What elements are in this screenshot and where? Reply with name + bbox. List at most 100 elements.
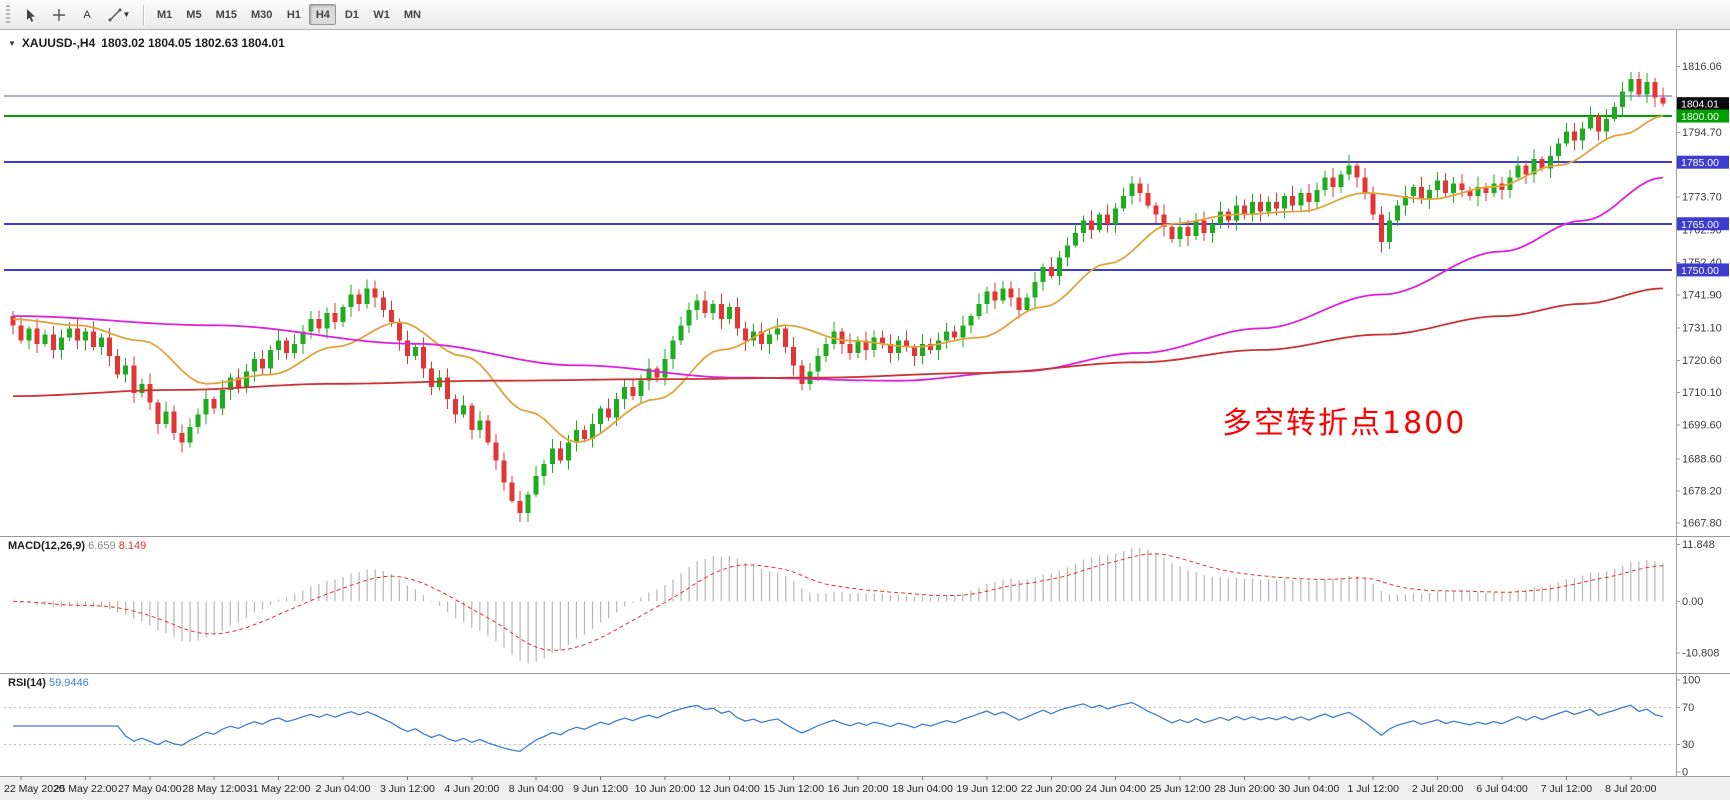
candle-body (598, 408, 604, 424)
time-axis-label: 22 Jun 20:00 (1021, 783, 1082, 795)
macd-axis-label: 11.848 (1682, 539, 1715, 551)
symbol-dropdown-icon[interactable]: ▼ (8, 38, 16, 48)
candle-body (268, 349, 274, 369)
chart-canvas[interactable]: 1816.061794.701773.701762.901752.401741.… (0, 30, 1730, 800)
candle-body (1121, 196, 1127, 209)
candle-body (445, 377, 451, 400)
price-badge-text: 1750.00 (1681, 265, 1719, 277)
time-axis[interactable] (0, 776, 1676, 800)
timeframe-m5-button[interactable]: M5 (180, 4, 207, 25)
candle-body (726, 306, 732, 320)
candle-body (1201, 220, 1207, 233)
ma-slow-line[interactable] (13, 287, 1664, 397)
candle-body (50, 334, 56, 350)
panel-splitter-macd[interactable] (0, 533, 1730, 539)
timeframe-d1-button[interactable]: D1 (338, 4, 365, 25)
candle-body (1435, 180, 1441, 190)
timeframe-mn-button[interactable]: MN (398, 4, 427, 25)
time-axis-label: 28 Jun 20:00 (1214, 783, 1275, 795)
candle-body (42, 334, 48, 344)
timeframe-h4-button[interactable]: H4 (309, 4, 337, 25)
cursor-tool-button[interactable] (18, 4, 44, 25)
candle-body (171, 411, 177, 434)
candle-body (1378, 214, 1384, 243)
chart-annotation[interactable]: 多空转折点1800 (1222, 406, 1467, 441)
candle-body (1129, 183, 1135, 197)
candle-body (107, 337, 113, 357)
price-axis-label: 1699.60 (1682, 420, 1722, 432)
candle-body (1555, 143, 1561, 157)
candle-body (1443, 180, 1449, 193)
candle-body (952, 331, 958, 338)
timeframe-h1-button[interactable]: H1 (280, 4, 307, 25)
candle-body (1274, 202, 1280, 209)
candle-body (1579, 128, 1585, 141)
rsi-axis-label: 70 (1682, 702, 1694, 714)
time-axis-label: 12 Jun 04:00 (699, 783, 760, 795)
candle-body (1547, 156, 1553, 169)
price-axis[interactable] (1676, 30, 1730, 776)
timeframe-m1-button[interactable]: M1 (151, 4, 178, 25)
candle-body (316, 319, 322, 329)
candle-body (638, 380, 644, 397)
time-axis-label: 10 Jun 20:00 (635, 783, 696, 795)
candle-body (123, 365, 129, 375)
candle-body (654, 368, 660, 378)
candle-body (211, 399, 217, 409)
candle-body (992, 291, 998, 301)
rsi-line (13, 701, 1664, 753)
candle-body (396, 322, 402, 341)
candle-body (1161, 214, 1167, 227)
price-axis-label: 1667.80 (1682, 517, 1722, 529)
candle-body (1048, 266, 1054, 277)
candle-body (1539, 159, 1545, 169)
ma-fast-line[interactable] (12, 115, 1664, 444)
candle-body (332, 313, 338, 323)
price-badge-text: 1800.00 (1681, 111, 1719, 123)
candle-body (710, 303, 716, 314)
candle-body (203, 399, 209, 415)
candle-body (58, 337, 64, 350)
time-axis-label: 1 Jul 12:00 (1348, 783, 1400, 795)
timeframe-w1-button[interactable]: W1 (367, 4, 396, 25)
candle-body (976, 303, 982, 317)
candle-body (251, 359, 257, 372)
candle-body (630, 386, 636, 397)
candle-body (1008, 288, 1014, 298)
toolbar-separator (143, 4, 144, 25)
crosshair-tool-button[interactable] (46, 4, 72, 25)
timeframe-m30-button[interactable]: M30 (245, 4, 278, 25)
candle-body (1040, 266, 1046, 283)
candle-body (581, 429, 587, 440)
candle-body (1250, 202, 1255, 215)
candle-body (26, 328, 32, 341)
candle-body (461, 405, 467, 415)
price-axis-label: 1773.70 (1682, 191, 1722, 203)
toolbar-grip[interactable] (6, 4, 10, 25)
price-axis-label: 1794.70 (1682, 127, 1722, 139)
candle-body (1145, 192, 1151, 206)
time-axis-label: 24 Jun 04:00 (1085, 783, 1146, 795)
time-axis-label: 30 Jun 04:00 (1278, 783, 1339, 795)
time-axis-label: 8 Jul 20:00 (1605, 783, 1657, 795)
candle-body (686, 309, 692, 326)
candle-body (1306, 192, 1312, 203)
time-axis-label: 4 Jun 20:00 (444, 783, 499, 795)
draw-tools-button[interactable]: ▼ (102, 4, 136, 25)
candle-body (1000, 288, 1006, 301)
price-axis-label: 1816.06 (1682, 61, 1722, 73)
ma-mid-line[interactable] (13, 176, 1664, 382)
candle-body (356, 294, 362, 304)
text-tool-button[interactable]: A (74, 4, 100, 25)
panel-splitter-rsi[interactable] (0, 670, 1730, 676)
candle-body (549, 448, 555, 464)
time-axis-label: 6 Jul 04:00 (1476, 783, 1528, 795)
time-axis-label: 7 Jul 12:00 (1541, 783, 1593, 795)
candle-body (694, 300, 700, 310)
timeframe-m15-button[interactable]: M15 (210, 4, 243, 25)
time-axis-label: 22 May 2020 (4, 783, 65, 795)
candle-body (300, 331, 306, 344)
crosshair-icon (52, 8, 66, 22)
candle-body (1072, 232, 1078, 246)
candle-body (590, 423, 596, 440)
